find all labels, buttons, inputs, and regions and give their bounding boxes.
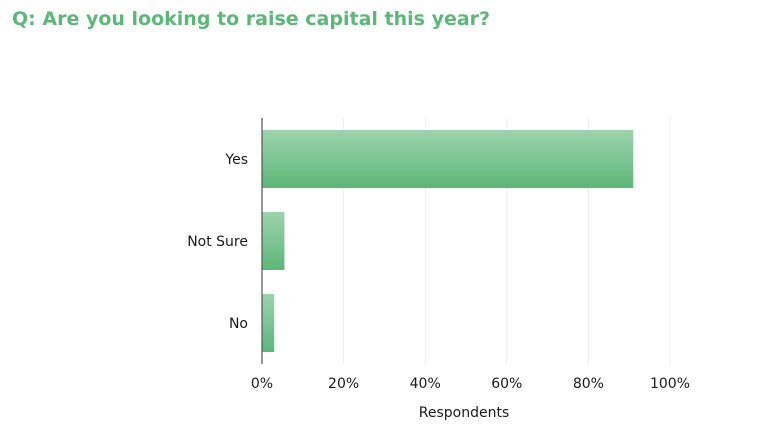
x-tick-label: 80% <box>573 376 604 392</box>
x-tick-labels: 0% 20% 40% 60% 80% 100% <box>251 376 690 392</box>
bars <box>262 130 634 352</box>
category-label: No <box>229 316 248 332</box>
x-tick-label: 40% <box>410 376 441 392</box>
bar-yes <box>262 130 634 188</box>
x-tick-label: 0% <box>251 376 273 392</box>
bar-no <box>262 294 275 352</box>
x-tick-label: 100% <box>650 376 690 392</box>
x-tick-label: 60% <box>491 376 522 392</box>
x-tick-label: 20% <box>328 376 359 392</box>
category-label: Not Sure <box>187 234 248 250</box>
x-axis-title: Respondents <box>419 405 510 421</box>
chart-title: Q: Are you looking to raise capital this… <box>12 8 491 30</box>
category-label: Yes <box>224 152 248 168</box>
bar-not-sure <box>262 212 285 270</box>
category-labels: Yes Not Sure No <box>187 152 248 332</box>
grid-lines <box>343 118 671 364</box>
